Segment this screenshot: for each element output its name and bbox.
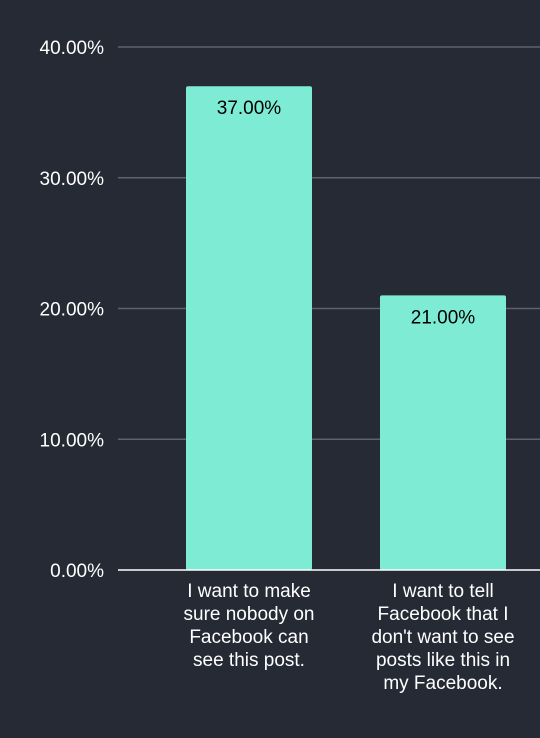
- x-category-label-line: I want to make: [187, 581, 311, 602]
- x-axis-categories: I want to make sure nobody on Facebook can…: [184, 581, 515, 694]
- data-labels: 37.00% 21.00%: [217, 98, 476, 328]
- x-category-label-line: I want to tell: [392, 581, 493, 602]
- x-category-label-line: Facebook that I: [378, 604, 509, 625]
- bar: [380, 295, 506, 570]
- y-tick-label: 30.00%: [40, 169, 105, 190]
- y-tick-label: 0.00%: [50, 561, 104, 582]
- bars: [186, 86, 506, 570]
- x-category-label-line: see this post.: [193, 650, 305, 671]
- x-category-label-line: sure nobody on: [184, 604, 315, 625]
- x-category-label-line: posts like this in: [376, 650, 510, 671]
- x-category-label-line: don't want to see: [371, 627, 514, 648]
- bar: [186, 86, 312, 570]
- bar-value-label: 21.00%: [411, 307, 476, 328]
- y-tick-label: 40.00%: [40, 38, 105, 59]
- y-tick-label: 10.00%: [40, 430, 105, 451]
- x-category-label: I want to make sure nobody on Facebook can…: [184, 581, 315, 671]
- bar-value-label: 37.00%: [217, 98, 282, 119]
- y-axis-ticks: 0.00% 10.00% 20.00% 30.00% 40.00%: [40, 38, 105, 582]
- y-tick-label: 20.00%: [40, 300, 105, 321]
- x-category-label-line: my Facebook.: [383, 673, 502, 694]
- x-category-label-line: Facebook can: [189, 627, 308, 648]
